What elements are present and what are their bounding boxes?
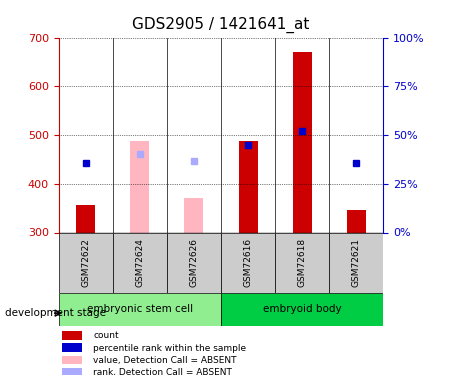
- Bar: [76, 205, 95, 232]
- Text: development stage: development stage: [5, 308, 106, 318]
- FancyBboxPatch shape: [329, 232, 383, 292]
- FancyBboxPatch shape: [221, 232, 275, 292]
- Text: GSM72622: GSM72622: [81, 238, 90, 287]
- Bar: [62, 331, 82, 340]
- Text: embryonic stem cell: embryonic stem cell: [87, 304, 193, 314]
- Bar: [62, 368, 82, 375]
- Text: GSM72626: GSM72626: [189, 238, 198, 287]
- FancyBboxPatch shape: [59, 232, 113, 292]
- Text: embryoid body: embryoid body: [263, 304, 341, 314]
- Text: GSM72624: GSM72624: [135, 238, 144, 287]
- Bar: [347, 210, 366, 232]
- FancyBboxPatch shape: [275, 232, 329, 292]
- Text: GSM72616: GSM72616: [244, 238, 253, 287]
- Bar: [184, 198, 203, 232]
- Text: GSM72621: GSM72621: [352, 238, 361, 287]
- Text: GSM72618: GSM72618: [298, 238, 307, 287]
- Bar: [130, 141, 149, 232]
- Bar: [62, 344, 82, 352]
- Bar: [239, 141, 258, 232]
- Text: percentile rank within the sample: percentile rank within the sample: [93, 344, 246, 352]
- Text: rank, Detection Call = ABSENT: rank, Detection Call = ABSENT: [93, 368, 232, 375]
- Text: count: count: [93, 332, 119, 340]
- Title: GDS2905 / 1421641_at: GDS2905 / 1421641_at: [132, 17, 310, 33]
- Bar: [62, 356, 82, 364]
- Text: value, Detection Call = ABSENT: value, Detection Call = ABSENT: [93, 356, 237, 365]
- FancyBboxPatch shape: [221, 292, 383, 326]
- FancyBboxPatch shape: [59, 292, 221, 326]
- Bar: [293, 52, 312, 232]
- FancyBboxPatch shape: [113, 232, 167, 292]
- FancyBboxPatch shape: [167, 232, 221, 292]
